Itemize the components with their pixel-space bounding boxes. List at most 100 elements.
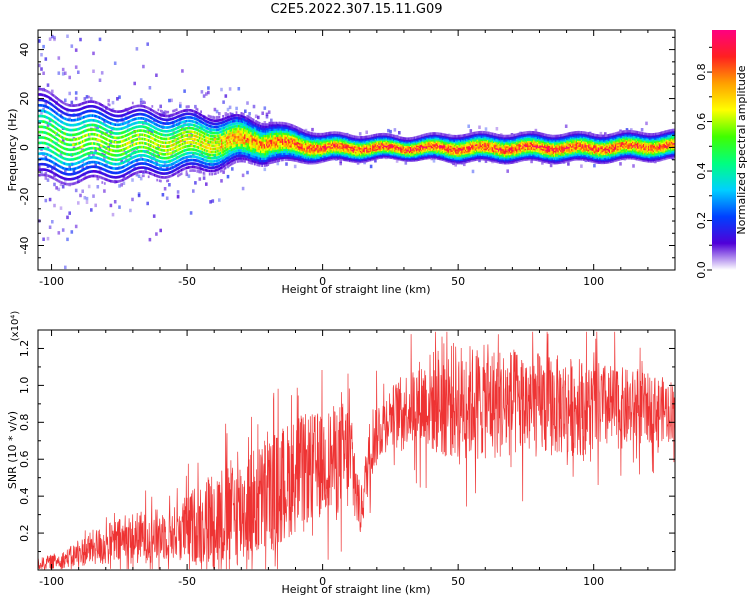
heatmap-cell (188, 116, 190, 119)
heatmap-cell (283, 148, 285, 151)
heatmap-cell (169, 159, 172, 163)
heatmap-cell (125, 129, 128, 133)
heatmap-cell (122, 181, 126, 185)
heatmap-cell (110, 175, 112, 178)
heatmap-cell (245, 124, 248, 128)
heatmap-cell (250, 124, 252, 128)
heatmap-cell (295, 153, 298, 157)
heatmap-cell (94, 148, 97, 152)
heatmap-cell (297, 138, 300, 141)
heatmap-cell (235, 149, 238, 153)
heatmap-cell (44, 198, 48, 203)
heatmap-cell (80, 102, 83, 106)
heatmap-cell (311, 127, 314, 132)
heatmap-cell (168, 160, 171, 163)
heatmap-cell (111, 100, 115, 105)
heatmap-cell (228, 158, 231, 162)
heatmap-cell (151, 149, 154, 152)
heatmap-cell (127, 116, 129, 119)
heatmap-cell (185, 155, 188, 159)
heatmap-cell (81, 166, 84, 170)
heatmap-cell (107, 129, 110, 133)
heatmap-cell (227, 144, 229, 148)
heatmap-cell (53, 131, 56, 134)
heatmap-cell (273, 151, 276, 155)
heatmap-cell (55, 152, 57, 156)
heatmap-cell (258, 161, 261, 165)
heatmap-cell (147, 155, 150, 158)
heatmap-cell (61, 72, 65, 76)
heatmap-cell (117, 110, 120, 113)
heatmap-cell (80, 121, 83, 125)
heatmap-cell (231, 167, 234, 171)
heatmap-cell (70, 182, 73, 186)
heatmap-cell (280, 154, 283, 158)
heatmap-cell (285, 130, 288, 134)
heatmap-cell (279, 152, 282, 156)
heatmap-cell (284, 126, 287, 129)
heatmap-cell (216, 156, 218, 159)
heatmap-cell (86, 175, 89, 179)
heatmap-cell (40, 109, 43, 112)
heatmap-cell (45, 105, 48, 108)
heatmap-cell (44, 115, 46, 118)
heatmap-cell (145, 134, 148, 137)
heatmap-cell (61, 156, 63, 159)
heatmap-cell (183, 153, 185, 156)
heatmap-cell (151, 157, 154, 160)
heatmap-cell (155, 134, 157, 138)
heatmap-cell (86, 157, 89, 160)
heatmap-cell (290, 133, 293, 137)
heatmap-cell (231, 134, 234, 137)
heatmap-cell (301, 144, 304, 148)
heatmap-cell (300, 144, 303, 147)
heatmap-cell (134, 138, 137, 142)
heatmap-cell (299, 140, 301, 143)
heatmap-cell (168, 137, 171, 140)
heatmap-cell (273, 160, 276, 164)
heatmap-cell (217, 146, 220, 150)
heatmap-cell (41, 157, 44, 161)
heatmap-cell (56, 163, 59, 167)
heatmap-cell (103, 164, 106, 167)
heatmap-cell (169, 125, 172, 129)
heatmap-cell (296, 156, 299, 159)
heatmap-cell (97, 143, 100, 146)
heatmap-cell (55, 162, 57, 166)
heatmap-cell (181, 131, 184, 135)
heatmap-cell (245, 155, 248, 158)
heatmap-cell (242, 126, 245, 129)
heatmap-cell (183, 149, 185, 152)
heatmap-cell (484, 127, 488, 131)
heatmap-cell (67, 158, 70, 161)
heatmap-cell (273, 156, 276, 159)
heatmap-cell (157, 167, 160, 170)
heatmap-cell (257, 152, 260, 155)
heatmap-cell (211, 169, 213, 173)
heatmap-cell (179, 154, 182, 158)
heatmap-cell (185, 119, 188, 123)
heatmap-cell (262, 123, 265, 126)
heatmap-cell (228, 132, 231, 136)
heatmap-cell (301, 157, 304, 160)
heatmap-cell (133, 143, 135, 146)
heatmap-cell (273, 126, 276, 129)
heatmap-cell (59, 206, 63, 210)
heatmap-cell (239, 141, 242, 144)
heatmap-cell (266, 152, 268, 156)
heatmap-cell (241, 125, 244, 129)
heatmap-cell (57, 98, 60, 101)
heatmap-cell (280, 140, 283, 143)
heatmap-cell (92, 142, 95, 145)
heatmap-cell (40, 111, 43, 115)
heatmap-cell (122, 114, 124, 117)
heatmap-cell (174, 112, 177, 116)
heatmap-cell (223, 138, 226, 141)
heatmap-cell (295, 144, 298, 148)
heatmap-cell (45, 121, 48, 124)
heatmap-cell (196, 159, 199, 163)
heatmap-cell (44, 163, 46, 166)
heatmap-cell (228, 127, 231, 130)
heatmap-cell (195, 148, 198, 152)
heatmap-cell (217, 128, 220, 131)
